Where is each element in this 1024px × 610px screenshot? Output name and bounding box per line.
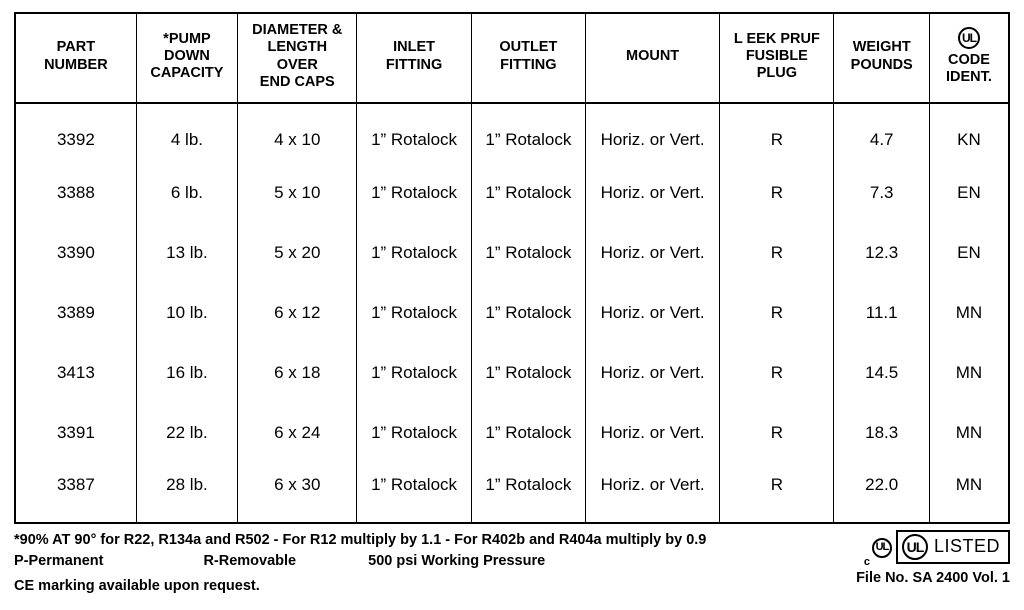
footnote-permanent: P-Permanent bbox=[14, 551, 103, 572]
table-row: 338728 lb.6 x 301” Rotalock1” RotalockHo… bbox=[15, 463, 1009, 523]
table-cell: Horiz. or Vert. bbox=[586, 163, 720, 223]
ul-listed-box: UL LISTED bbox=[896, 530, 1010, 564]
table-cell: MN bbox=[929, 283, 1009, 343]
col-header: WEIGHTPOUNDS bbox=[834, 13, 929, 103]
table-cell: 22 lb. bbox=[136, 403, 237, 463]
table-cell: EN bbox=[929, 163, 1009, 223]
table-cell: Horiz. or Vert. bbox=[586, 223, 720, 283]
footnote-line-2: P-Permanent R-Removable 500 psi Working Pr… bbox=[14, 551, 706, 572]
footnote-removable: R-Removable bbox=[203, 551, 296, 572]
table-cell: 1” Rotalock bbox=[357, 223, 471, 283]
file-number: File No. SA 2400 Vol. 1 bbox=[856, 570, 1010, 586]
table-cell: 3387 bbox=[15, 463, 136, 523]
c-prefix: c bbox=[864, 556, 870, 568]
ul-icon: UL bbox=[902, 534, 928, 560]
table-cell: 1” Rotalock bbox=[471, 403, 585, 463]
table-cell: KN bbox=[929, 103, 1009, 163]
col-header: MOUNT bbox=[586, 13, 720, 103]
col-header: *PUMPDOWNCAPACITY bbox=[136, 13, 237, 103]
table-cell: R bbox=[720, 103, 834, 163]
table-cell: 3390 bbox=[15, 223, 136, 283]
table-header-row: PARTNUMBER*PUMPDOWNCAPACITYDIAMETER &LEN… bbox=[15, 13, 1009, 103]
table-cell: 4.7 bbox=[834, 103, 929, 163]
col-header: L EEK PRUFFUSIBLEPLUG bbox=[720, 13, 834, 103]
spec-table: PARTNUMBER*PUMPDOWNCAPACITYDIAMETER &LEN… bbox=[14, 12, 1010, 524]
table-cell: MN bbox=[929, 463, 1009, 523]
table-cell: 1” Rotalock bbox=[357, 463, 471, 523]
footnote-ce: CE marking available upon request. bbox=[14, 576, 706, 597]
table-row: 338910 lb.6 x 121” Rotalock1” RotalockHo… bbox=[15, 283, 1009, 343]
table-cell: 1” Rotalock bbox=[357, 103, 471, 163]
badges: cUL UL LISTED File No. SA 2400 Vol. 1 bbox=[856, 530, 1010, 586]
table-cell: 22.0 bbox=[834, 463, 929, 523]
footnote-pressure: 500 psi Working Pressure bbox=[368, 551, 545, 572]
table-cell: MN bbox=[929, 343, 1009, 403]
col-header: OUTLETFITTING bbox=[471, 13, 585, 103]
table-cell: 16 lb. bbox=[136, 343, 237, 403]
listed-text: LISTED bbox=[934, 536, 1000, 557]
table-cell: 1” Rotalock bbox=[471, 283, 585, 343]
table-cell: 10 lb. bbox=[136, 283, 237, 343]
table-cell: 4 x 10 bbox=[238, 103, 357, 163]
table-cell: 6 x 30 bbox=[238, 463, 357, 523]
table-cell: 1” Rotalock bbox=[471, 223, 585, 283]
table-cell: MN bbox=[929, 403, 1009, 463]
table-cell: 6 x 24 bbox=[238, 403, 357, 463]
table-body: 33924 lb.4 x 101” Rotalock1” RotalockHor… bbox=[15, 103, 1009, 523]
table-cell: 14.5 bbox=[834, 343, 929, 403]
table-cell: 1” Rotalock bbox=[357, 163, 471, 223]
table-cell: 3389 bbox=[15, 283, 136, 343]
table-cell: 12.3 bbox=[834, 223, 929, 283]
table-cell: 1” Rotalock bbox=[471, 343, 585, 403]
table-cell: 18.3 bbox=[834, 403, 929, 463]
table-cell: 11.1 bbox=[834, 283, 929, 343]
table-cell: 5 x 10 bbox=[238, 163, 357, 223]
table-cell: R bbox=[720, 403, 834, 463]
table-cell: 1” Rotalock bbox=[471, 163, 585, 223]
footnotes: *90% AT 90° for R22, R134a and R502 - Fo… bbox=[14, 530, 706, 597]
table-cell: 4 lb. bbox=[136, 103, 237, 163]
table-cell: 1” Rotalock bbox=[357, 343, 471, 403]
table-cell: Horiz. or Vert. bbox=[586, 283, 720, 343]
table-cell: Horiz. or Vert. bbox=[586, 343, 720, 403]
table-cell: R bbox=[720, 283, 834, 343]
table-row: 339122 lb.6 x 241” Rotalock1” RotalockHo… bbox=[15, 403, 1009, 463]
table-cell: 1” Rotalock bbox=[471, 463, 585, 523]
ul-icon: UL bbox=[872, 538, 892, 558]
table-cell: 6 lb. bbox=[136, 163, 237, 223]
table-cell: 1” Rotalock bbox=[471, 103, 585, 163]
col-header: PARTNUMBER bbox=[15, 13, 136, 103]
table-cell: 13 lb. bbox=[136, 223, 237, 283]
ul-badge-row: cUL UL LISTED bbox=[856, 530, 1010, 564]
table-cell: R bbox=[720, 163, 834, 223]
footnote-line-1: *90% AT 90° for R22, R134a and R502 - Fo… bbox=[14, 530, 706, 551]
table-cell: 6 x 12 bbox=[238, 283, 357, 343]
table-cell: R bbox=[720, 343, 834, 403]
table-cell: 6 x 18 bbox=[238, 343, 357, 403]
table-cell: 3413 bbox=[15, 343, 136, 403]
table-cell: Horiz. or Vert. bbox=[586, 463, 720, 523]
table-cell: 5 x 20 bbox=[238, 223, 357, 283]
col-header: DIAMETER &LENGTHOVEREND CAPS bbox=[238, 13, 357, 103]
table-cell: 28 lb. bbox=[136, 463, 237, 523]
ul-icon: UL bbox=[958, 27, 980, 49]
table-cell: R bbox=[720, 463, 834, 523]
table-cell: Horiz. or Vert. bbox=[586, 103, 720, 163]
table-row: 33886 lb.5 x 101” Rotalock1” RotalockHor… bbox=[15, 163, 1009, 223]
table-row: 341316 lb.6 x 181” Rotalock1” RotalockHo… bbox=[15, 343, 1009, 403]
table-row: 339013 lb.5 x 201” Rotalock1” RotalockHo… bbox=[15, 223, 1009, 283]
table-cell: 3391 bbox=[15, 403, 136, 463]
table-cell: EN bbox=[929, 223, 1009, 283]
table-cell: Horiz. or Vert. bbox=[586, 403, 720, 463]
footer: *90% AT 90° for R22, R134a and R502 - Fo… bbox=[14, 530, 1010, 597]
table-cell: 7.3 bbox=[834, 163, 929, 223]
table-cell: 1” Rotalock bbox=[357, 283, 471, 343]
col-header: INLETFITTING bbox=[357, 13, 471, 103]
table-row: 33924 lb.4 x 101” Rotalock1” RotalockHor… bbox=[15, 103, 1009, 163]
table-cell: 3392 bbox=[15, 103, 136, 163]
table-cell: 1” Rotalock bbox=[357, 403, 471, 463]
table-cell: 3388 bbox=[15, 163, 136, 223]
table-cell: R bbox=[720, 223, 834, 283]
col-header: ULCODEIDENT. bbox=[929, 13, 1009, 103]
